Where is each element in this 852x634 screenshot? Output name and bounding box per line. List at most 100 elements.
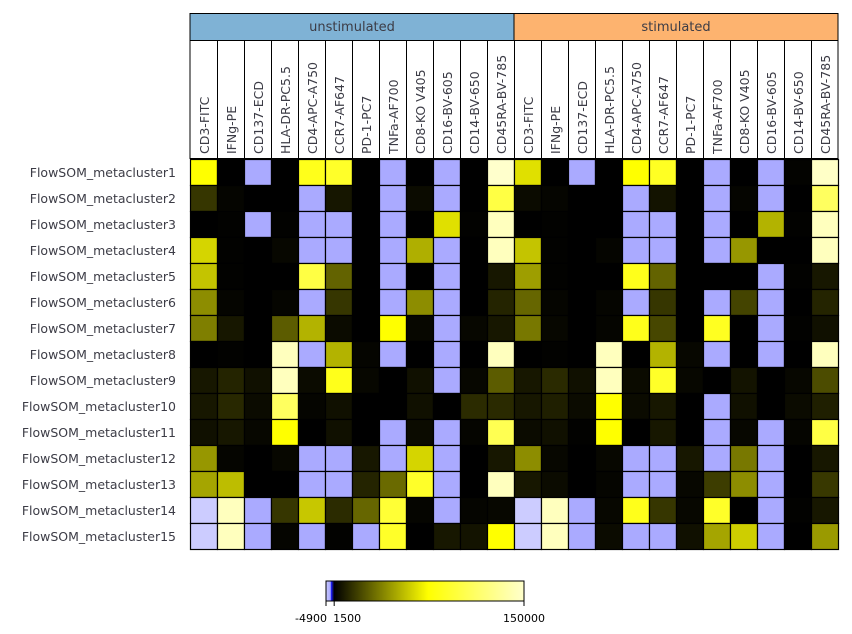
- heatmap-cell: [432, 314, 462, 343]
- heatmap-cell: [540, 314, 570, 343]
- heatmap-cell: [270, 184, 300, 213]
- heatmap-cell: [378, 210, 408, 239]
- row-label: FlowSOM_metacluster3: [30, 217, 176, 232]
- heatmap-cell: [189, 184, 219, 213]
- heatmap-cell: [729, 366, 759, 395]
- heatmap-cell: [297, 288, 327, 317]
- heatmap-cell: [783, 184, 813, 213]
- heatmap-cell: [540, 470, 570, 499]
- heatmap-cell: [189, 158, 219, 187]
- row-label: FlowSOM_metacluster11: [22, 425, 176, 440]
- heatmap-cell: [297, 262, 327, 291]
- heatmap-cell: [243, 314, 273, 343]
- heatmap-cell: [621, 236, 651, 265]
- heatmap-cell: [324, 444, 354, 473]
- heatmap-cell: [324, 470, 354, 499]
- heatmap-cell: [702, 392, 732, 421]
- heatmap-cell: [324, 184, 354, 213]
- heatmap-cell: [540, 158, 570, 187]
- heatmap-cell: [216, 236, 246, 265]
- heatmap-cell: [540, 444, 570, 473]
- heatmap-cell: [432, 366, 462, 395]
- heatmap-cell: [297, 236, 327, 265]
- heatmap-cell: [567, 340, 597, 369]
- heatmap-cell: [297, 418, 327, 447]
- heatmap-cell: [567, 288, 597, 317]
- heatmap-cell: [405, 418, 435, 447]
- heatmap-cell: [513, 392, 543, 421]
- heatmap-cell: [513, 418, 543, 447]
- heatmap-cell: [567, 262, 597, 291]
- heatmap-cell: [432, 210, 462, 239]
- heatmap-cell: [270, 366, 300, 395]
- heatmap-cell: [297, 158, 327, 187]
- heatmap-cell: [783, 262, 813, 291]
- heatmap-cell: [540, 288, 570, 317]
- heatmap-cell: [513, 236, 543, 265]
- heatmap-cell: [486, 236, 516, 265]
- heatmap-cell: [216, 366, 246, 395]
- heatmap-cell: [405, 262, 435, 291]
- heatmap-cell: [216, 314, 246, 343]
- heatmap-cell: [189, 210, 219, 239]
- heatmap-cell: [216, 262, 246, 291]
- heatmap-cell: [351, 418, 381, 447]
- heatmap-cell: [567, 314, 597, 343]
- heatmap-cell: [513, 158, 543, 187]
- heatmap-cell: [729, 522, 759, 551]
- heatmap-cell: [675, 314, 705, 343]
- column-label: CD45RA-BV-785: [818, 55, 833, 154]
- heatmap-cell: [783, 366, 813, 395]
- row-label: FlowSOM_metacluster14: [22, 503, 176, 518]
- row-label: FlowSOM_metacluster8: [30, 347, 176, 362]
- heatmap-cell: [432, 236, 462, 265]
- heatmap-cell: [297, 210, 327, 239]
- heatmap-cell: [351, 158, 381, 187]
- heatmap-cell: [648, 288, 678, 317]
- heatmap-cell: [405, 158, 435, 187]
- heatmap-cell: [324, 288, 354, 317]
- heatmap-cell: [351, 496, 381, 525]
- heatmap-cell: [486, 366, 516, 395]
- heatmap-cell: [486, 340, 516, 369]
- row-label: FlowSOM_metacluster6: [30, 295, 176, 310]
- heatmap-cell: [540, 184, 570, 213]
- heatmap-cell: [648, 496, 678, 525]
- heatmap-cell: [621, 366, 651, 395]
- heatmap-cell: [216, 496, 246, 525]
- heatmap-cell: [756, 522, 786, 551]
- heatmap-cell: [810, 236, 840, 265]
- heatmap-cell: [351, 340, 381, 369]
- heatmap-cell: [702, 158, 732, 187]
- heatmap-cell: [189, 444, 219, 473]
- heatmap-cell: [810, 210, 840, 239]
- heatmap-cell: [567, 444, 597, 473]
- heatmap-cell: [351, 262, 381, 291]
- heatmap-cell: [216, 340, 246, 369]
- heatmap-cell: [540, 366, 570, 395]
- heatmap-cell: [810, 418, 840, 447]
- heatmap-cell: [243, 366, 273, 395]
- heatmap-cell: [594, 444, 624, 473]
- heatmap-cell: [729, 314, 759, 343]
- heatmap-cell: [648, 392, 678, 421]
- heatmap-cell: [459, 418, 489, 447]
- heatmap-cell: [270, 314, 300, 343]
- heatmap-cell: [189, 366, 219, 395]
- heatmap-cell: [756, 236, 786, 265]
- heatmap-cell: [324, 522, 354, 551]
- heatmap-cell: [432, 522, 462, 551]
- heatmap-cell: [756, 262, 786, 291]
- heatmap-cell: [729, 236, 759, 265]
- heatmap-cell: [216, 184, 246, 213]
- heatmap-cell: [756, 366, 786, 395]
- heatmap-cell: [270, 158, 300, 187]
- heatmap-cell: [324, 418, 354, 447]
- heatmap-cell: [567, 210, 597, 239]
- heatmap-cell: [756, 314, 786, 343]
- heatmap-cell: [648, 522, 678, 551]
- heatmap-cell: [216, 210, 246, 239]
- heatmap-cell: [513, 366, 543, 395]
- heatmap-cell: [189, 314, 219, 343]
